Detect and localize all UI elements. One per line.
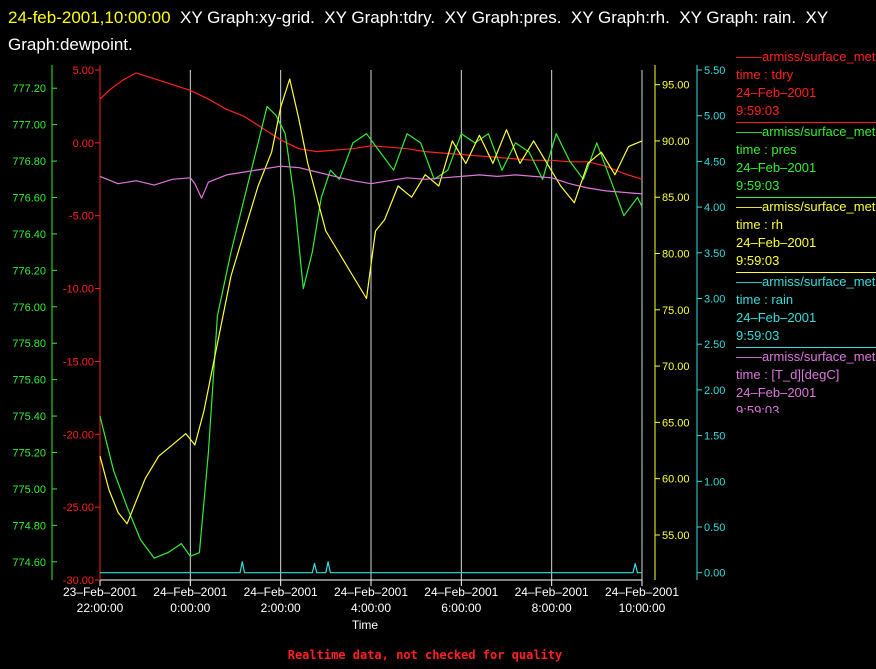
x-tick-label-time: 10:00:00 xyxy=(619,601,666,615)
legend-date: 24–Feb–2001 xyxy=(736,160,817,175)
rh-tick-label: 80.00 xyxy=(662,249,690,261)
legend: ——armiss/surface_met time : tdry 24–Feb–20… xyxy=(736,48,876,413)
rh-tick-label: 95.00 xyxy=(662,80,690,92)
tdry-tick-label: -10.00 xyxy=(63,284,94,296)
pres-tick-label: 777.20 xyxy=(12,83,46,95)
pres-tick-label: 775.20 xyxy=(12,448,46,460)
x-tick-label-date: 23–Feb–2001 xyxy=(63,585,137,599)
legend-source: ——armiss/surface_met xyxy=(736,199,876,214)
rain-tick-label: 0.50 xyxy=(704,522,725,534)
rain-tick-label: 1.00 xyxy=(704,476,725,488)
pres-series-line xyxy=(99,105,643,559)
legend-var: time : [T_d][degC] xyxy=(736,367,840,382)
x-tick-label-time: 4:00:00 xyxy=(351,601,391,615)
legend-var: time : rain xyxy=(736,292,794,307)
pres-tick-label: 775.40 xyxy=(12,411,46,423)
rh-tick-label: 85.00 xyxy=(662,192,690,204)
pres-tick-label: 776.20 xyxy=(12,265,46,277)
rain-tick-label: 1.50 xyxy=(704,431,725,443)
rh-tick-label: 55.00 xyxy=(662,530,690,542)
legend-separator xyxy=(736,197,876,198)
rain-tick-label: 5.50 xyxy=(704,65,725,77)
x-tick-label-date: 24–Feb–2001 xyxy=(244,585,318,599)
legend-date: 24–Feb–2001 xyxy=(736,385,817,400)
legend-source: ——armiss/surface_met xyxy=(736,349,876,364)
legend-time: 9:59:03 xyxy=(736,403,780,413)
rain-tick-label: 4.50 xyxy=(704,156,725,168)
graph-title: 24-feb-2001,10:00:00 XY Graph:xy-grid. X… xyxy=(8,4,868,58)
quality-notice: Realtime data, not checked for quality xyxy=(287,648,563,662)
x-tick-label-time: 2:00:00 xyxy=(261,601,301,615)
rain-tick-label: 3.00 xyxy=(704,293,725,305)
legend-source: ——armiss/surface_met xyxy=(736,274,876,289)
rain-tick-label: 2.50 xyxy=(704,339,725,351)
legend-date: 24–Feb–2001 xyxy=(736,85,817,100)
rh-tick-label: 75.00 xyxy=(662,305,690,317)
rain-tick-label: 5.00 xyxy=(704,111,725,123)
pres-tick-label: 774.60 xyxy=(12,557,46,569)
legend-time: 9:59:03 xyxy=(736,328,780,343)
x-tick-label-date: 24–Feb–2001 xyxy=(153,585,227,599)
rh-tick-label: 90.00 xyxy=(662,136,690,148)
x-tick-label-time: 8:00:00 xyxy=(532,601,572,615)
title-timestamp: 24-feb-2001,10:00:00 xyxy=(8,8,171,27)
dewpoint-series-line xyxy=(99,165,643,199)
legend-time: 9:59:03 xyxy=(736,253,780,268)
tdry-tick-label: -30.00 xyxy=(63,575,94,587)
legend-separator xyxy=(736,347,876,348)
x-tick-label-time: 6:00:00 xyxy=(441,601,481,615)
legend-source: ——armiss/surface_met xyxy=(736,124,876,139)
legend-date: 24–Feb–2001 xyxy=(736,235,817,250)
legend-var: time : pres xyxy=(736,142,797,157)
x-tick-label-date: 24–Feb–2001 xyxy=(424,585,498,599)
legend-separator xyxy=(736,272,876,273)
x-tick-label-time: 22:00:00 xyxy=(77,601,124,615)
pres-tick-label: 776.80 xyxy=(12,156,46,168)
tdry-tick-label: -5.00 xyxy=(69,211,94,223)
rain-tick-label: 0.00 xyxy=(704,568,725,580)
tdry-tick-label: 5.00 xyxy=(73,65,94,77)
legend-source: ——armiss/surface_met xyxy=(736,49,876,64)
rh-tick-label: 65.00 xyxy=(662,417,690,429)
legend-var: time : rh xyxy=(736,217,783,232)
tdry-tick-label: -25.00 xyxy=(63,502,94,514)
rain-tick-label: 2.00 xyxy=(704,385,725,397)
legend-date: 24–Feb–2001 xyxy=(736,310,817,325)
legend-time: 9:59:03 xyxy=(736,103,780,118)
pres-tick-label: 777.00 xyxy=(12,120,46,132)
pres-tick-label: 776.40 xyxy=(12,229,46,241)
legend-time: 9:59:03 xyxy=(736,178,780,193)
rain-tick-label: 3.50 xyxy=(704,248,725,260)
legend-separator xyxy=(736,122,876,123)
title-graph-list: XY Graph:xy-grid. XY Graph:tdry. XY Grap… xyxy=(8,8,833,54)
tdry-tick-label: 0.00 xyxy=(73,138,94,150)
x-tick-label-time: 0:00:00 xyxy=(170,601,210,615)
rh-series-line xyxy=(99,78,643,525)
legend-var: time : tdry xyxy=(736,67,794,82)
x-tick-label-date: 24–Feb–2001 xyxy=(515,585,589,599)
pres-tick-label: 774.80 xyxy=(12,520,46,532)
tdry-tick-label: -20.00 xyxy=(63,429,94,441)
rh-tick-label: 60.00 xyxy=(662,474,690,486)
x-tick-label-date: 24–Feb–2001 xyxy=(605,585,679,599)
pres-tick-label: 776.60 xyxy=(12,193,46,205)
pres-tick-label: 775.80 xyxy=(12,338,46,350)
rh-tick-label: 70.00 xyxy=(662,361,690,373)
rain-series-line xyxy=(100,561,642,574)
pres-tick-label: 775.60 xyxy=(12,375,46,387)
rain-tick-label: 4.00 xyxy=(704,202,725,214)
tdry-tick-label: -15.00 xyxy=(63,356,94,368)
x-axis-label: Time xyxy=(352,618,379,632)
x-tick-label-date: 24–Feb–2001 xyxy=(334,585,408,599)
pres-tick-label: 776.00 xyxy=(12,302,46,314)
pres-tick-label: 775.00 xyxy=(12,484,46,496)
